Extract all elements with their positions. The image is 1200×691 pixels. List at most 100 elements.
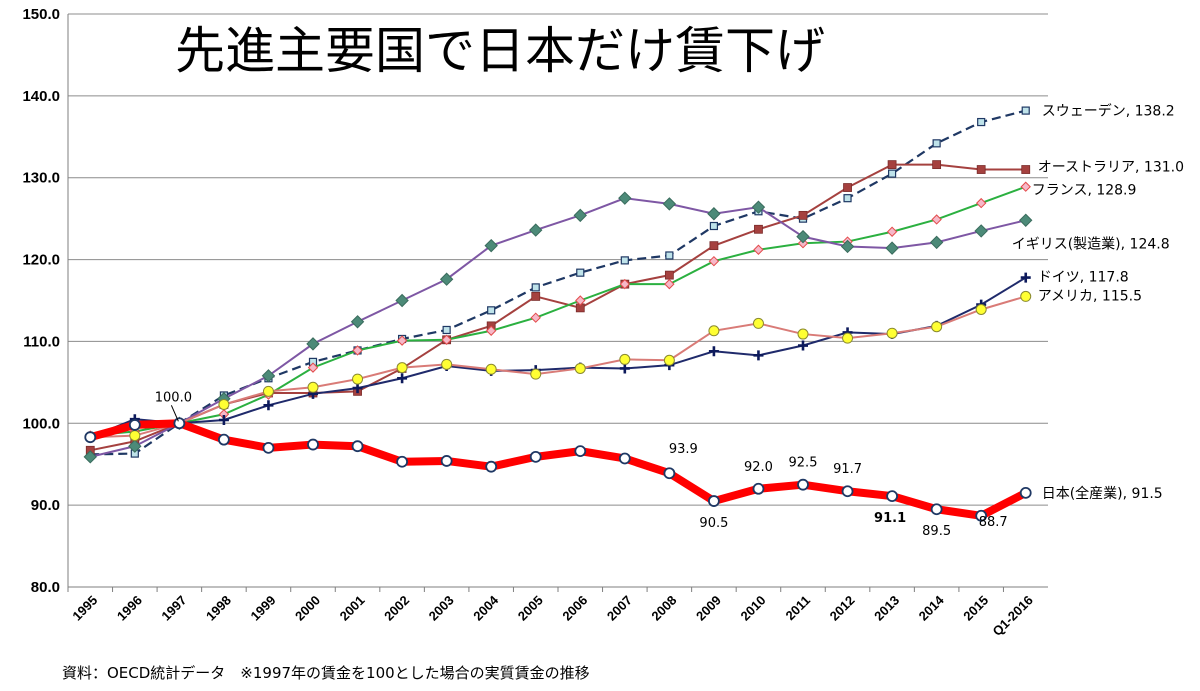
x-tick-label: 2015 (960, 593, 991, 624)
series-ドイツ (85, 272, 1031, 443)
marker (129, 430, 141, 442)
marker (396, 335, 408, 346)
marker (1019, 486, 1032, 499)
marker (887, 160, 897, 170)
marker (975, 197, 987, 209)
marker (397, 373, 408, 384)
x-tick-label: 2014 (916, 592, 948, 624)
marker (352, 373, 364, 385)
marker (709, 241, 719, 251)
series-line (90, 163, 1026, 452)
marker (931, 321, 943, 333)
marker (752, 317, 764, 329)
series-line (89, 419, 1028, 520)
marker (262, 441, 275, 454)
marker (707, 207, 721, 221)
marker (754, 224, 763, 234)
marker (1021, 106, 1030, 115)
marker (84, 431, 97, 444)
marker (618, 452, 631, 465)
marker (886, 226, 898, 237)
marker (619, 278, 631, 290)
marker (798, 210, 808, 220)
marker (753, 350, 764, 361)
marker (929, 235, 944, 250)
marker (531, 292, 541, 301)
data-label: 92.5 (789, 456, 818, 471)
marker (708, 495, 720, 507)
marker (709, 221, 719, 231)
marker (128, 439, 142, 453)
x-tick-label: 2010 (738, 593, 769, 624)
marker (529, 223, 543, 237)
marker (976, 165, 986, 174)
x-tick-label: 2008 (648, 593, 679, 624)
marker (664, 278, 675, 290)
marker (841, 485, 854, 498)
series-end-labels: スウェーデン, 138.2 オーストラリア, 131.0 フランス, 128.9 イギ… (1012, 103, 1184, 502)
marker (487, 306, 496, 315)
marker (753, 244, 764, 255)
marker (307, 362, 319, 373)
series-end-label: アメリカ, 115.5 (1038, 288, 1142, 304)
marker (173, 417, 186, 430)
marker (485, 460, 498, 473)
marker (439, 272, 454, 286)
marker (797, 478, 809, 491)
marker (843, 183, 852, 192)
marker (843, 194, 852, 203)
marker (263, 400, 274, 411)
marker (752, 482, 765, 495)
series-end-label: スウェーデン, 138.2 (1042, 103, 1175, 120)
marker (662, 197, 677, 211)
marker (307, 438, 319, 451)
marker (708, 325, 720, 337)
marker (530, 312, 541, 323)
marker (485, 363, 497, 375)
series-end-label: ドイツ, 117.8 (1038, 270, 1129, 286)
marker (931, 214, 942, 225)
marker (977, 117, 986, 127)
marker (619, 353, 631, 365)
marker (396, 362, 408, 374)
marker (932, 160, 942, 170)
y-tick-label: 110.0 (23, 333, 60, 350)
y-tick-label: 130.0 (22, 170, 60, 187)
marker (842, 332, 854, 344)
marker (665, 251, 674, 260)
data-label-leader (170, 405, 179, 422)
x-tick-label: 2013 (871, 593, 902, 624)
series-group (83, 106, 1033, 522)
marker (83, 450, 97, 464)
marker (576, 268, 585, 277)
marker (887, 169, 897, 178)
marker (575, 295, 586, 306)
series-オーストラリア (85, 160, 1031, 455)
y-tick-label: 150.0 (22, 6, 60, 23)
x-tick-label: 2006 (559, 593, 590, 624)
x-tick-label: 2005 (515, 593, 546, 624)
y-tick-label: 90.0 (31, 497, 60, 514)
marker (573, 208, 587, 223)
marker (440, 455, 453, 467)
marker (396, 455, 408, 468)
y-tick-label: 140.0 (22, 88, 60, 105)
marker (262, 385, 274, 397)
marker (351, 440, 364, 453)
marker (441, 334, 452, 345)
marker (975, 304, 987, 316)
marker (620, 256, 629, 265)
x-tick-label: 2009 (693, 593, 724, 624)
data-label: 90.5 (699, 516, 728, 531)
source-note: 資料：OECD統計データ ※1997年の賃金を100とした場合の実質賃金の推移 (62, 664, 590, 682)
y-tick-label: 100.0 (22, 415, 60, 432)
marker (1019, 213, 1033, 227)
x-tick-label: 1998 (203, 593, 234, 624)
marker (484, 238, 498, 253)
x-tick-label: Q1-2016 (989, 593, 1035, 639)
marker (352, 345, 363, 356)
marker (574, 445, 587, 458)
series-フランス (85, 181, 1031, 441)
series-end-label: イギリス(製造業), 124.8 (1012, 236, 1170, 252)
